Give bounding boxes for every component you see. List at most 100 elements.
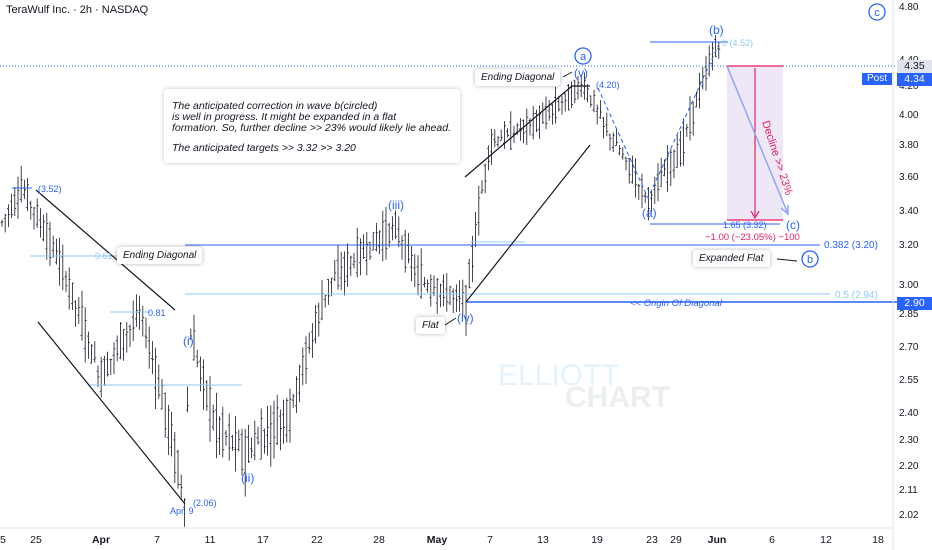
ohlc-bar: [125, 321, 129, 353]
ohlc-bar: [551, 103, 554, 125]
ohlc-bar: [349, 255, 353, 276]
ohlc-bar: [163, 392, 167, 438]
ohlc-bar: [279, 409, 282, 451]
ohlc-bar: [29, 200, 33, 220]
ohlc-bar: [647, 186, 650, 221]
ohlc-bar: [499, 129, 503, 141]
decline-arrowhead: [750, 210, 760, 220]
price-scale[interactable]: 4.804.404.204.003.803.603.403.203.002.85…: [892, 0, 919, 550]
ohlc-bar: [659, 157, 663, 187]
ohlc-bar: [362, 234, 365, 260]
ohlc-bar: [256, 426, 260, 445]
ohlc-bar: [74, 300, 77, 327]
ohlc-bar: [429, 274, 433, 307]
ohlc-bar: [83, 307, 87, 363]
wave-circles: a b c: [574, 3, 886, 268]
price-tick-label: 2.11: [899, 485, 918, 496]
ohlc-bar: [695, 91, 698, 108]
ohlc-bar: [381, 210, 385, 262]
ohlc-bar: [157, 364, 161, 399]
decline-measure: Decline >> 23% −1.00 (−23.05%) −100: [705, 65, 800, 243]
ohlc-bar: [99, 356, 103, 398]
ohlc-bar: [147, 326, 151, 369]
ohlc-bar: [643, 192, 647, 203]
ohlc-bar: [199, 356, 202, 392]
ohlc-bar: [525, 108, 529, 146]
ohlc-bar: [103, 355, 106, 386]
ohlc-bar: [554, 86, 557, 124]
measure-label: −1.00 (−23.05%) −100: [705, 232, 800, 243]
ohlc-bar: [538, 105, 541, 139]
current-price-badge: 4.35: [897, 60, 932, 73]
ohlc-bar: [243, 428, 247, 497]
ohlc-bar: [106, 351, 109, 377]
fib-label-05: 0.5 (2.94): [835, 290, 878, 301]
ohlc-bar: [0, 219, 4, 227]
ohlc-bar: [589, 95, 593, 108]
ohlc-bar: [339, 251, 343, 291]
ohlc-bar: [240, 428, 244, 476]
ohlc-bar: [656, 163, 660, 202]
ohlc-bar: [535, 109, 538, 133]
ohlc-bar: [39, 208, 42, 238]
time-tick-label: Jun: [708, 534, 727, 546]
ohlc-bar: [211, 404, 215, 431]
ohlc-bar: [634, 158, 637, 198]
ohlc-bar: [448, 285, 452, 306]
ohlc-bar: [67, 267, 71, 310]
ohlc-bar: [259, 408, 263, 460]
ohlc-bar: [487, 145, 490, 171]
price-tick-label: 2.30: [899, 435, 919, 446]
time-axis[interactable]: 25 Apr 7 11 17 22 28 May 7 13 19 23 29 Jun 6 12 18 25: [0, 527, 893, 546]
time-tick-label: 17: [257, 534, 269, 546]
ohlc-bar: [471, 235, 474, 283]
projection-line: [726, 65, 789, 215]
ohlc-bar: [573, 79, 577, 104]
fib-label-081: 0.81: [148, 308, 166, 318]
ohlc-bar: [291, 394, 295, 408]
level-price-badge: 2.90: [897, 297, 932, 310]
ohlc-bar: [327, 279, 330, 305]
time-tick-label: 19: [591, 534, 603, 546]
ohlc-bar: [343, 251, 346, 296]
ohlc-bar: [227, 413, 231, 461]
ohlc-bar: [541, 102, 545, 125]
ohlc-bar: [413, 254, 417, 288]
time-tick-label: 11: [205, 534, 216, 546]
ohlc-bar: [570, 81, 573, 109]
level-label-206: (2.06): [193, 498, 217, 508]
ohlc-bar: [407, 233, 410, 264]
wave-iv-label: (iv): [457, 311, 474, 325]
ending-diagonal-left-tag: Ending Diagonal: [117, 247, 203, 264]
ohlc-bar: [23, 179, 26, 199]
ohlc-bar: [631, 155, 634, 184]
ohlc-bar: [141, 305, 145, 337]
pointer-flat: [444, 317, 457, 326]
time-tick-label: 13: [537, 534, 549, 546]
ohlc-bar: [637, 183, 641, 200]
ohlc-bar: [330, 277, 333, 297]
pointer-ending-diagonal: [562, 71, 573, 78]
ohlc-bar: [275, 394, 279, 446]
price-tick-label: 3.00: [899, 280, 919, 291]
ohlc-bar: [359, 238, 362, 276]
pointer-arrows: [444, 71, 798, 326]
ohlc-bar: [352, 252, 356, 269]
fib-label-061: 0.61: [95, 251, 113, 261]
ohlc-bar: [416, 255, 420, 296]
ohlc-bar: [135, 294, 138, 327]
ohlc-bar: [560, 95, 564, 115]
ohlc-bar: [707, 45, 711, 77]
time-tick-label: May: [427, 534, 448, 546]
ohlc-bar: [461, 279, 465, 317]
wave-a-b-dashed: [597, 45, 719, 200]
ohlc-bar: [640, 173, 644, 209]
ohlc-bar: [314, 304, 317, 344]
diagonal-lower-left: [37, 321, 186, 505]
ohlc-bar: [208, 376, 212, 442]
ohlc-bar: [653, 176, 657, 204]
ohlc-bar: [627, 158, 631, 184]
price-tick-label: 3.20: [899, 240, 919, 251]
ohlc-bar: [445, 273, 449, 312]
